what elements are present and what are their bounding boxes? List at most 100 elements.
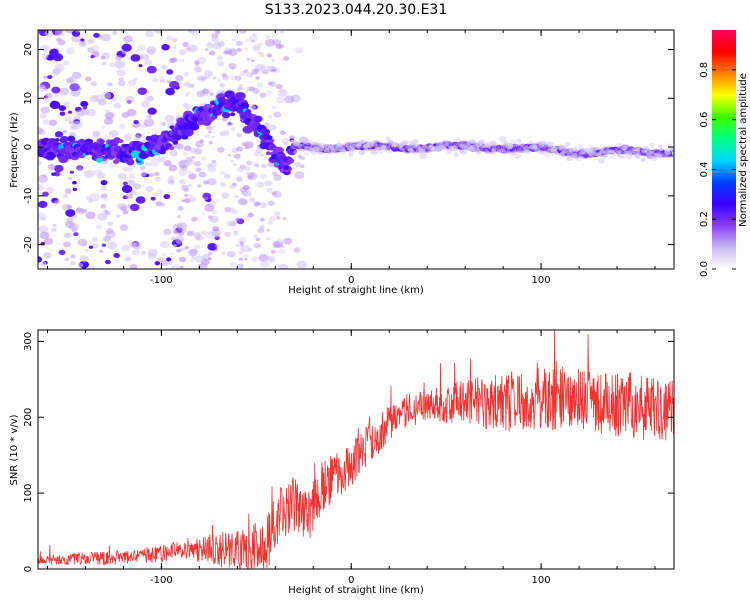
spectrogram-cell: [122, 35, 133, 43]
spectrogram-x-tick-label: 100: [532, 275, 551, 286]
spectrogram-cell: [163, 160, 172, 167]
spectrogram-cell: [68, 120, 74, 125]
snr-series-line: [38, 330, 674, 569]
spectrogram-cell: [398, 142, 405, 148]
spectrogram-cell: [144, 161, 151, 167]
spectrogram-cell: [58, 105, 67, 111]
spectrogram-cell: [99, 249, 104, 253]
spectrogram-cell: [410, 149, 415, 153]
spectrogram-cell: [509, 150, 517, 157]
spectrogram-cell: [252, 33, 257, 37]
spectrogram-cell: [266, 237, 271, 241]
spectrogram-cell: [263, 258, 268, 263]
snr-x-tick-label: 100: [532, 575, 551, 586]
spectrogram-cell: [147, 48, 156, 55]
spectrogram-cell: [49, 100, 61, 110]
spectrogram-cell: [251, 70, 255, 73]
spectrogram-cell: [269, 216, 276, 222]
spectrogram-cell: [207, 243, 218, 251]
spectrogram-cell: [261, 128, 270, 135]
spectrogram-cell: [270, 249, 277, 254]
spectrogram-cell: [385, 136, 391, 141]
colorbar: 0.0 0.2 0.4 0.6 0.8 Normalized spectral ampl…: [699, 30, 749, 277]
spectrogram-cell: [179, 161, 186, 166]
spectrogram-cell: [266, 53, 273, 58]
spectrogram-cell: [101, 125, 106, 129]
spectrogram-cell: [430, 148, 435, 152]
spectrogram-cell: [95, 157, 103, 163]
spectrogram-cell: [175, 74, 184, 82]
spectrogram-cell: [95, 224, 102, 230]
spectrogram-cell: [287, 158, 295, 164]
spectrogram-cell: [649, 150, 655, 155]
spectrogram-cell: [259, 260, 270, 268]
spectrogram-cell: [172, 230, 178, 234]
spectrogram-cell: [74, 30, 82, 33]
spectrogram-cell: [243, 38, 250, 43]
spectrogram-cell: [239, 241, 245, 245]
spectrogram-cell: [87, 38, 95, 45]
spectrogram-cell: [73, 154, 79, 159]
spectrogram-cell: [125, 95, 135, 104]
spectrogram-cell: [90, 81, 97, 86]
spectrogram-cell: [204, 204, 215, 212]
spectrogram-cell: [176, 248, 181, 253]
spectrogram-cell: [251, 39, 255, 43]
spectrogram-cell: [259, 202, 267, 208]
spectrogram-cell: [243, 254, 249, 259]
spectrogram-cell: [53, 200, 60, 205]
spectrogram-cell: [99, 139, 105, 144]
spectrogram-cell: [241, 124, 246, 128]
spectrogram-cell: [282, 217, 287, 221]
spectrogram-cell: [59, 172, 65, 177]
spectrogram-cell: [203, 180, 209, 185]
spectrogram-cell: [157, 189, 164, 195]
spectrogram-cell: [456, 137, 462, 142]
spectrogram-cell: [491, 143, 497, 148]
spectrogram-cell: [106, 82, 112, 87]
spectrogram-x-tick-label: 0: [348, 275, 354, 286]
spectrogram-cell: [237, 263, 244, 269]
spectrogram-cell: [116, 69, 126, 77]
spectrogram-cell: [38, 127, 44, 134]
spectrogram-cell: [67, 110, 73, 114]
spectrogram-cell: [265, 35, 271, 39]
spectrogram-cell: [620, 155, 625, 160]
spectrogram-cell: [643, 145, 650, 150]
spectrogram-cell: [252, 88, 260, 94]
spectrogram-cell: [115, 55, 123, 61]
spectrogram-cell: [104, 112, 115, 120]
spectrogram-cell: [54, 30, 66, 37]
colorbar-tick-label: 0.6: [699, 112, 710, 128]
spectrogram-cell: [231, 38, 237, 43]
spectrogram-cell: [236, 133, 242, 138]
spectrogram-cell: [190, 174, 197, 180]
spectrogram-cell: [79, 138, 86, 144]
spectrogram-cell: [565, 155, 574, 162]
spectrogram-cell: [523, 145, 528, 149]
spectrogram-cell: [93, 169, 103, 177]
spectrogram-cell: [103, 117, 114, 125]
spectrogram-y-tick-label: 20: [23, 43, 34, 56]
spectrogram-cell: [221, 251, 226, 255]
spectrogram-cell: [198, 263, 203, 267]
spectrogram-cell: [209, 92, 214, 96]
spectrogram-cell: [132, 78, 137, 82]
spectrogram-cell: [239, 102, 250, 110]
spectrogram-cell: [544, 153, 551, 158]
spectrogram-cell: [38, 183, 45, 192]
spectrogram-cell: [280, 30, 284, 34]
spectrogram-cell: [62, 130, 67, 134]
spectrogram-cell: [147, 248, 158, 257]
spectrogram-cell: [179, 265, 184, 269]
spectrogram-cell: [181, 199, 185, 202]
spectrogram-cell: [100, 91, 112, 101]
spectrogram-cell: [184, 104, 193, 110]
spectrogram-cell: [67, 135, 76, 142]
spectrogram-cell: [65, 209, 76, 217]
spectrogram-cell: [182, 41, 189, 47]
spectrogram-cell: [152, 192, 159, 197]
spectrogram-cell: [71, 34, 82, 43]
spectrogram-cell: [267, 257, 276, 264]
spectrogram-cell: [179, 179, 187, 185]
